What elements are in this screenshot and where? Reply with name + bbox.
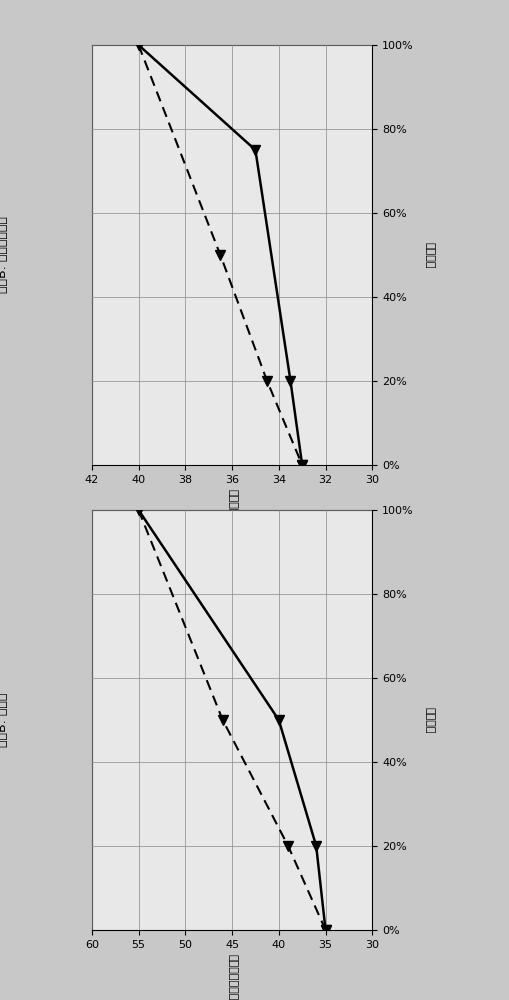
Y-axis label: 样本比例: 样本比例	[424, 242, 434, 268]
Text: 血浆B: 未处理: 血浆B: 未处理	[0, 693, 9, 747]
Text: 血浆B: 添加正常血浆: 血浆B: 添加正常血浆	[0, 217, 9, 293]
Y-axis label: 样本比例: 样本比例	[424, 707, 434, 733]
X-axis label: 凝固时间（秒）: 凝固时间（秒）	[227, 954, 237, 1000]
X-axis label: 凝固时间（秒）: 凝固时间（秒）	[227, 489, 237, 535]
